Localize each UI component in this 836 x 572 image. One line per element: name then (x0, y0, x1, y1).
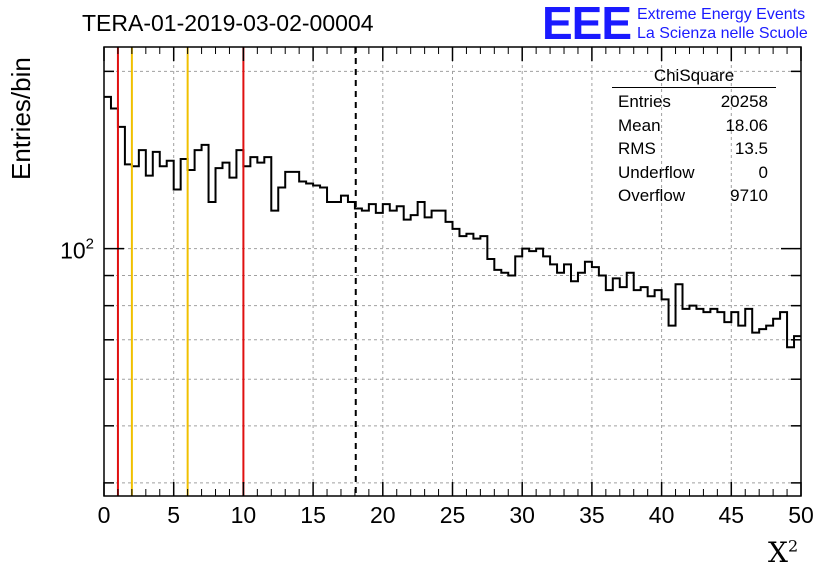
x-tick-label: 35 (579, 502, 605, 528)
chart-title: TERA-01-2019-03-02-00004 (82, 10, 374, 36)
x-tick-label: 15 (300, 502, 326, 528)
stats-row-entries: Entries 20258 (612, 90, 776, 114)
x-tick-label: 45 (719, 502, 745, 528)
x-tick-label: 10 (231, 502, 257, 528)
stats-value: 9710 (730, 186, 768, 205)
stats-label: Mean (618, 115, 661, 135)
y-tick-label-base: 10 (60, 238, 86, 264)
logo-line-1: Extreme Energy Events (637, 6, 806, 23)
y-tick-label: 102 (60, 236, 94, 264)
x-tick-label: 40 (649, 502, 675, 528)
y-tick-label-exponent: 2 (86, 236, 94, 253)
marker-lines-layer (116, 47, 357, 496)
stats-row-rms: RMS 13.5 (612, 137, 776, 161)
histogram-bins (104, 95, 801, 349)
grid-layer (104, 47, 801, 496)
stats-box: ChiSquare Entries 20258 Mean 18.06 RMS 13.5… (612, 66, 776, 208)
stats-row-underflow: Underflow 0 (612, 161, 776, 185)
histogram-layer (104, 95, 801, 349)
stats-value: 0 (758, 162, 768, 182)
x-axis-label-superscript: 2 (787, 536, 799, 556)
x-tick-label: 30 (509, 502, 535, 528)
x-axis-label: X2 (768, 536, 798, 569)
stats-value: 20258 (720, 92, 768, 111)
stats-label: RMS (618, 139, 656, 158)
x-axis-label-text: X (768, 536, 788, 569)
y-axis-label: Entries/bin (6, 57, 37, 180)
stats-label: Overflow (618, 186, 686, 205)
stats-value: 18.06 (725, 115, 768, 135)
logo-line-2: La Scienza nelle Scuole (637, 25, 808, 42)
stats-label: Underflow (618, 162, 695, 182)
x-tick-label: 25 (440, 502, 466, 528)
stats-value: 13.5 (734, 139, 768, 158)
stats-title: ChiSquare (612, 66, 776, 88)
x-tick-label: 20 (370, 502, 396, 528)
x-tick-label: 0 (98, 502, 111, 528)
x-tick-label: 50 (788, 502, 814, 528)
stats-row-overflow: Overflow 9710 (612, 184, 776, 208)
stats-label: Entries (618, 92, 671, 111)
x-tick-label: 5 (167, 502, 180, 528)
stats-row-mean: Mean 18.06 (612, 114, 776, 138)
y-axis-label-text: Entries/bin (6, 57, 36, 180)
eee-logo: EEE (542, 0, 632, 49)
